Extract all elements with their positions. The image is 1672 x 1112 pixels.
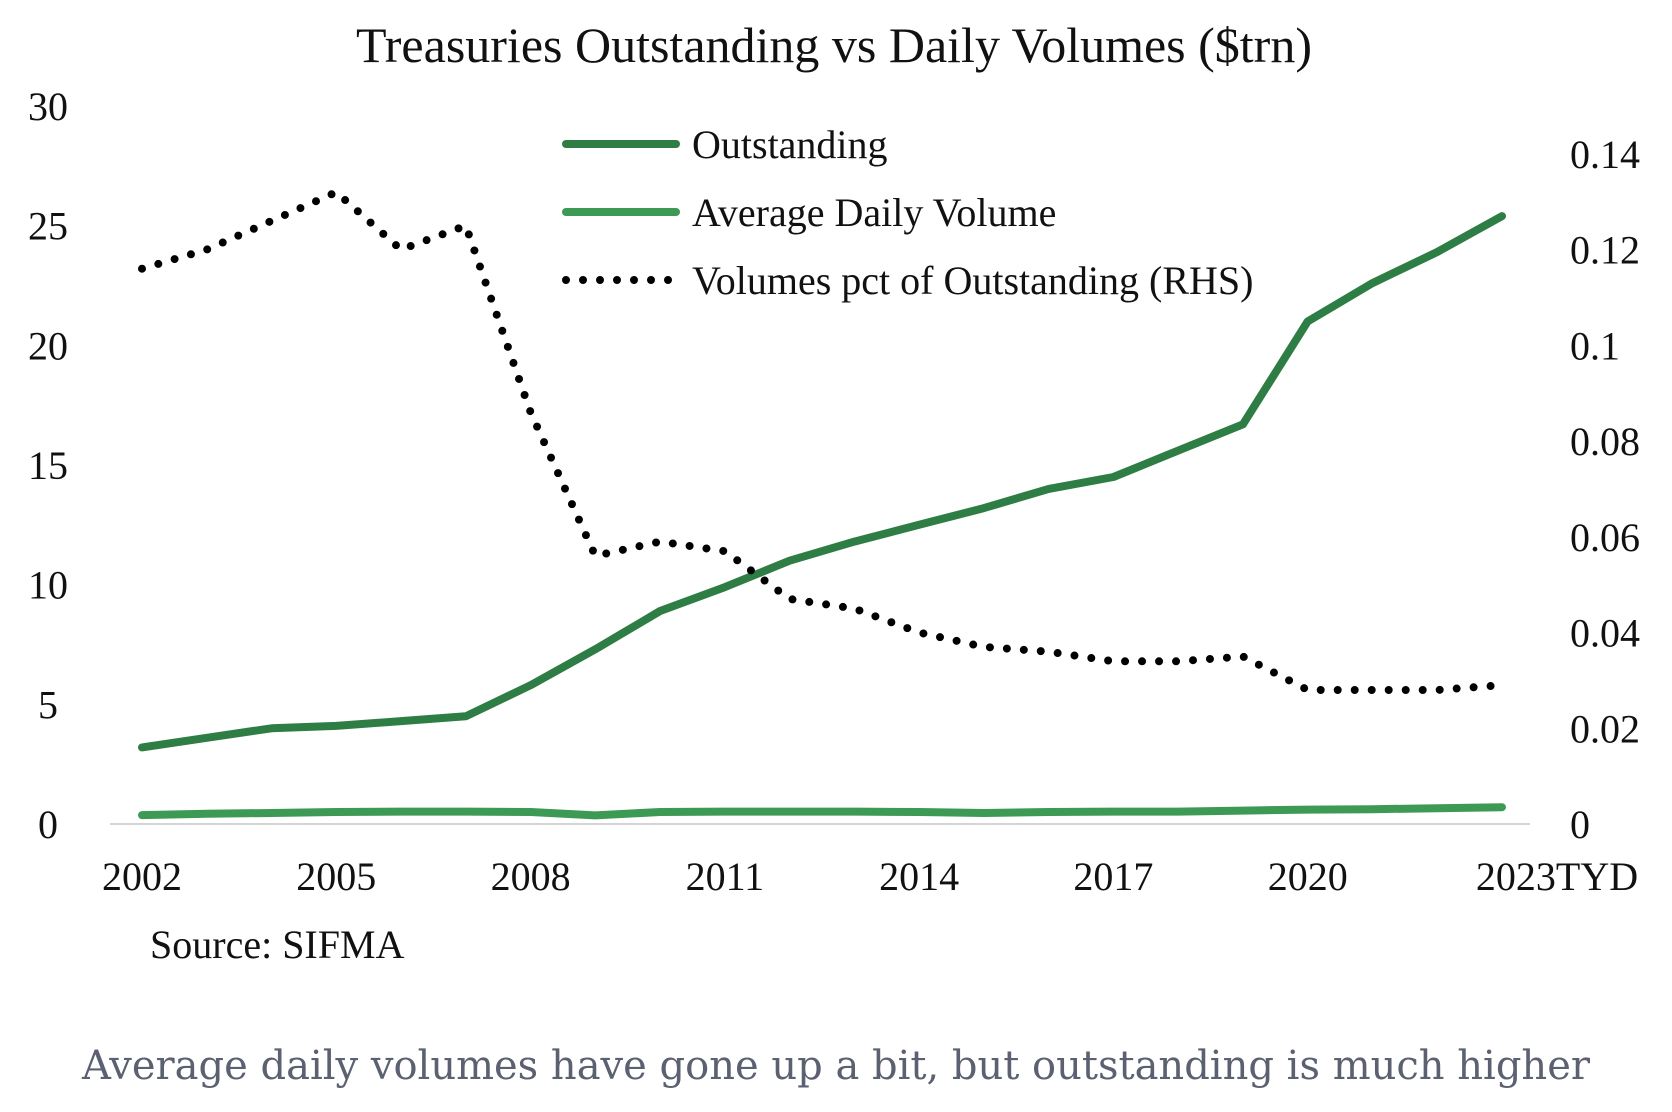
y-right-tick-label: 0.12	[1570, 228, 1640, 273]
caption: Average daily volumes have gone up a bit…	[82, 1043, 1590, 1089]
y-left-tick-label: 10	[28, 563, 68, 608]
chart: Treasuries Outstanding vs Daily Volumes …	[28, 17, 1640, 967]
y-right-tick-label: 0	[1570, 802, 1590, 847]
y-right-tick-label: 0.1	[1570, 323, 1620, 368]
x-tick-label: 2005	[296, 854, 376, 899]
series-line-1	[138, 212, 1506, 752]
y-right-tick-label: 0.14	[1570, 132, 1640, 177]
series-line-3	[138, 188, 1506, 694]
x-tick-label: 2020	[1268, 854, 1348, 899]
x-tick-label: 2017	[1073, 854, 1153, 899]
legend-label: Outstanding	[692, 122, 888, 167]
y-right-tick-label: 0.06	[1570, 515, 1640, 560]
y-left-tick-label: 0	[38, 802, 58, 847]
source-note: Source: SIFMA	[150, 922, 405, 967]
x-tick-label: 2023TYD	[1476, 854, 1638, 899]
chart-title: Treasuries Outstanding vs Daily Volumes …	[356, 17, 1312, 73]
axes: 0 5 10 15 20 25 30 0 0.02 0.04 0.06 0.08 0.1 0.12 0.14…	[28, 84, 1640, 899]
y-right-tick-label: 0.08	[1570, 419, 1640, 464]
legend-label: Volumes pct of Outstanding (RHS)	[692, 258, 1253, 303]
y-left-tick-label: 5	[38, 682, 58, 727]
y-left-tick-label: 25	[28, 204, 68, 249]
y-left-tick-label: 20	[28, 323, 68, 368]
series-lines	[138, 188, 1506, 820]
x-tick-label: 2014	[879, 854, 959, 899]
y-right-tick-label: 0.02	[1570, 706, 1640, 751]
series-line-2	[138, 803, 1506, 820]
x-tick-label: 2011	[686, 854, 765, 899]
x-tick-label: 2008	[491, 854, 571, 899]
y-left-tick-label: 15	[28, 443, 68, 488]
x-tick-label: 2002	[102, 854, 182, 899]
legend: Outstanding Average Daily Volume Volumes p…	[562, 122, 1253, 303]
y-right-tick-label: 0.04	[1570, 611, 1640, 656]
y-left-tick-label: 30	[28, 84, 68, 129]
legend-label: Average Daily Volume	[692, 190, 1056, 235]
